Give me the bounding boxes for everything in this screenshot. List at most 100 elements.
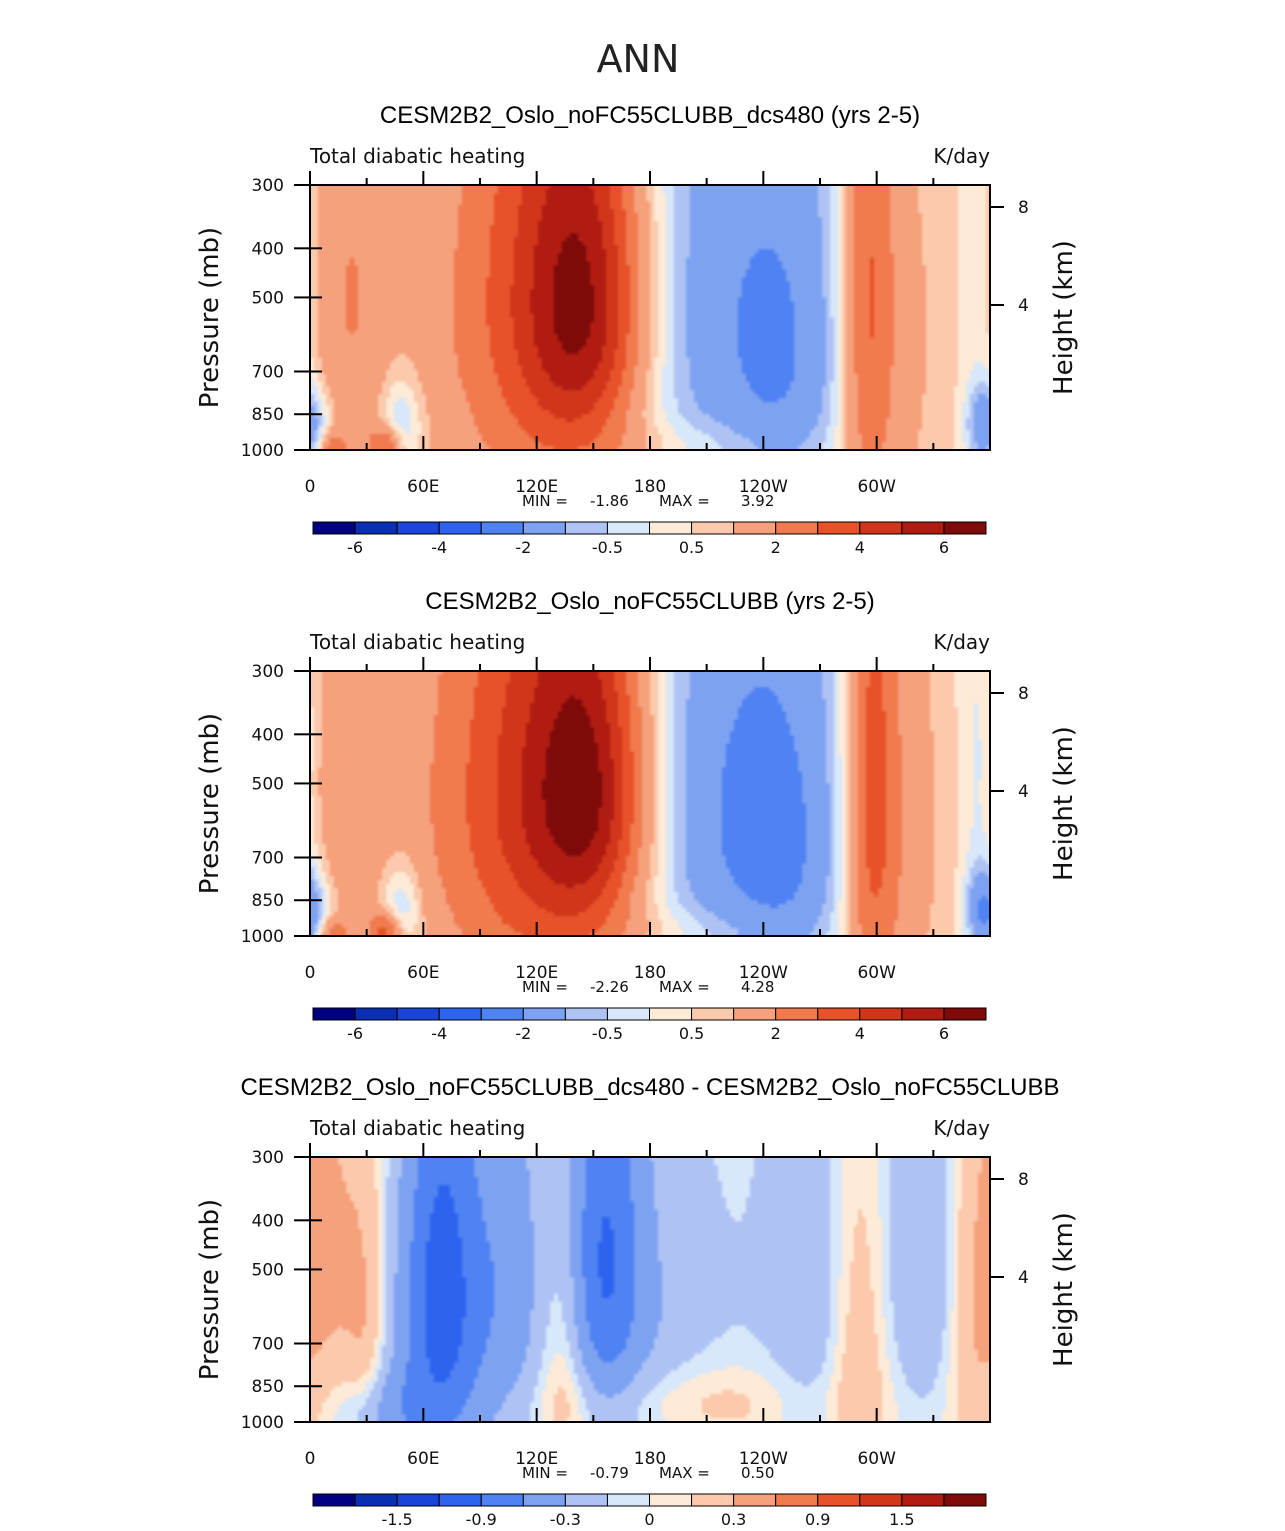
- min-value: -2.26: [590, 978, 629, 996]
- colorbar-label: -4: [431, 1024, 447, 1043]
- colorbar-swatch: [859, 521, 903, 535]
- y-tick-label: 700: [252, 1334, 284, 1354]
- y-axis-right-title: Height (km): [1049, 240, 1079, 395]
- colorbar-swatch: [733, 1007, 777, 1021]
- y-tick-label: 400: [252, 1211, 284, 1231]
- colorbar-swatch: [396, 1007, 440, 1021]
- colorbar-label: -6: [347, 1024, 363, 1043]
- y-tick-label: 300: [252, 1148, 284, 1168]
- max-label: MAX =: [659, 978, 710, 996]
- panel-units: K/day: [933, 1116, 990, 1140]
- colorbar-label: 0.5: [679, 1024, 704, 1043]
- colorbar-swatch: [564, 521, 608, 535]
- y-axis-title: Pressure (mb): [195, 1199, 225, 1380]
- colorbar-swatch: [480, 521, 524, 535]
- colorbar-swatch: [606, 1007, 650, 1021]
- colorbar-swatch: [775, 1493, 819, 1507]
- colorbar-swatch: [606, 521, 650, 535]
- y-axis-right-title: Height (km): [1049, 726, 1079, 881]
- colorbar-swatch: [649, 521, 693, 535]
- colorbar-swatch: [901, 1493, 945, 1507]
- colorbar-swatch: [691, 1493, 735, 1507]
- colorbar-label: 0.9: [805, 1510, 830, 1529]
- y-axis-title: Pressure (mb): [195, 713, 225, 894]
- colorbar-label: 0: [644, 1510, 654, 1529]
- x-tick-label: 60W: [857, 477, 896, 497]
- x-tick-label: 60E: [407, 1449, 439, 1469]
- y-tick-label: 850: [252, 1377, 284, 1397]
- x-tick-label: 0: [305, 1449, 316, 1469]
- colorbar-swatch: [901, 1007, 945, 1021]
- colorbar-label: -2: [515, 1024, 531, 1043]
- x-tick-label: 120E: [515, 963, 558, 983]
- colorbar-swatch: [775, 521, 819, 535]
- colorbar-label: -2: [515, 538, 531, 557]
- x-tick-label: 180: [634, 1449, 666, 1469]
- contour-field: [310, 1157, 990, 1422]
- colorbar-swatch: [733, 1493, 777, 1507]
- colorbar-swatch: [480, 1007, 524, 1021]
- min-label: MIN =: [522, 492, 568, 510]
- colorbar-swatch: [522, 521, 566, 535]
- panel-title: CESM2B2_Oslo_noFC55CLUBB_dcs480 (yrs 2-5…: [380, 102, 920, 129]
- panel-subtitle-left: Total diabatic heating: [309, 144, 525, 168]
- colorbar-swatch: [943, 521, 987, 535]
- colorbar-swatch: [943, 1493, 987, 1507]
- x-tick-label: 120E: [515, 1449, 558, 1469]
- contour-field: [310, 185, 990, 450]
- y-tick-label: 500: [252, 288, 284, 308]
- colorbar-swatch: [312, 1007, 356, 1021]
- height-tick-label: 4: [1018, 296, 1029, 316]
- y-axis-right-title: Height (km): [1049, 1212, 1079, 1367]
- height-tick-label: 4: [1018, 1268, 1029, 1288]
- colorbar-label: 1.5: [889, 1510, 914, 1529]
- x-tick-label: 180: [634, 477, 666, 497]
- colorbar-label: 2: [771, 538, 781, 557]
- panel-title: CESM2B2_Oslo_noFC55CLUBB_dcs480 - CESM2B…: [240, 1074, 1059, 1101]
- max-value: 3.92: [741, 492, 774, 510]
- y-tick-label: 850: [252, 891, 284, 911]
- colorbar-label: 0.3: [721, 1510, 746, 1529]
- colorbar-swatch: [859, 1493, 903, 1507]
- colorbar: -1.5 -0.9 -0.3 0 0.3 0.9 1.5: [312, 1493, 987, 1529]
- panel-2: CESM2B2_Oslo_noFC55CLUBB (yrs 2-5) Total …: [195, 588, 1079, 1043]
- colorbar-label: 2: [771, 1024, 781, 1043]
- y-tick-label: 400: [252, 239, 284, 259]
- height-tick-label: 8: [1018, 1170, 1029, 1190]
- colorbar-swatch: [564, 1493, 608, 1507]
- x-tick-label: 60E: [407, 477, 439, 497]
- height-tick-label: 8: [1018, 198, 1029, 218]
- colorbar-swatch: [649, 1493, 693, 1507]
- colorbar-label: -1.5: [382, 1510, 413, 1529]
- x-tick-label: 60W: [857, 963, 896, 983]
- colorbar-label: -0.9: [466, 1510, 497, 1529]
- colorbar-swatch: [859, 1007, 903, 1021]
- colorbar-swatch: [354, 1493, 398, 1507]
- x-tick-label: 60W: [857, 1449, 896, 1469]
- colorbar: -6 -4 -2 -0.5 0.5 2 4 6: [312, 1007, 987, 1043]
- colorbar-label: -0.3: [550, 1510, 581, 1529]
- y-tick-label: 1000: [241, 441, 284, 461]
- contour-field: [310, 671, 990, 936]
- colorbar-swatch: [775, 1007, 819, 1021]
- panel-subtitle-left: Total diabatic heating: [309, 1116, 525, 1140]
- colorbar-label: -6: [347, 538, 363, 557]
- colorbar-swatch: [943, 1007, 987, 1021]
- main-title: ANN: [597, 37, 680, 81]
- colorbar-swatch: [396, 1493, 440, 1507]
- max-label: MAX =: [659, 1464, 710, 1482]
- colorbar-swatch: [606, 1493, 650, 1507]
- x-tick-label: 120W: [739, 963, 788, 983]
- max-value: 4.28: [741, 978, 774, 996]
- y-tick-label: 700: [252, 848, 284, 868]
- colorbar-swatch: [522, 1493, 566, 1507]
- y-tick-label: 500: [252, 774, 284, 794]
- y-tick-label: 300: [252, 176, 284, 196]
- colorbar-swatch: [480, 1493, 524, 1507]
- panel-units: K/day: [933, 630, 990, 654]
- colorbar-label: 6: [939, 1024, 949, 1043]
- height-tick-label: 4: [1018, 782, 1029, 802]
- colorbar-swatch: [817, 1493, 861, 1507]
- colorbar-label: 0.5: [679, 538, 704, 557]
